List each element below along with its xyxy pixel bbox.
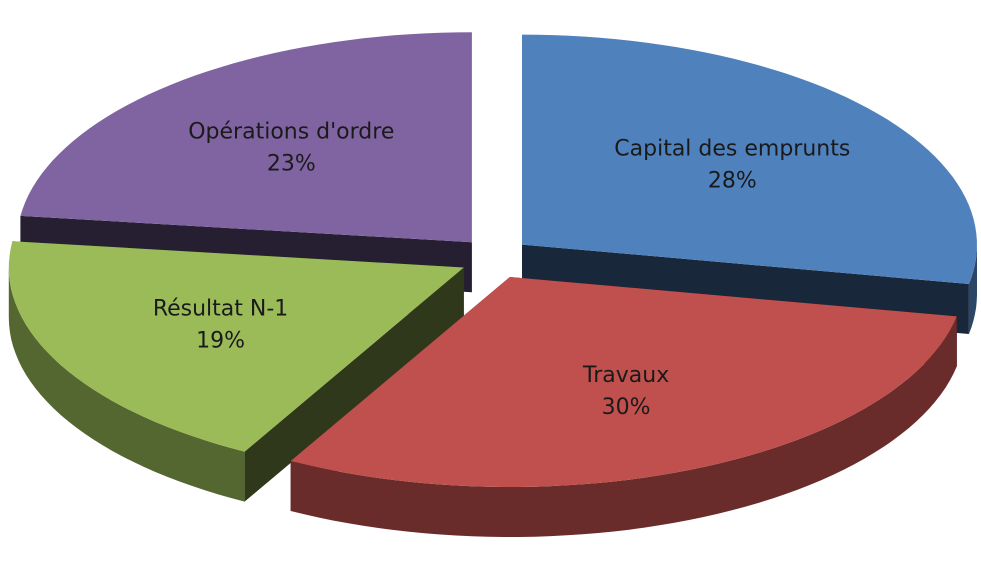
slice [8,241,464,452]
slice-edge [968,244,977,334]
slice-label: Opérations d'ordre [188,120,394,145]
slice-label: Travaux [582,363,669,388]
slice-side [244,267,464,502]
slice-value: 28% [708,168,757,193]
slice-edge [8,267,245,502]
pie [8,32,977,537]
slice-value: 23% [267,152,316,177]
labels: Capital des emprunts 28% Travaux 30% Résulta… [153,120,851,420]
slice-value: 30% [602,395,651,420]
slice-value: 19% [196,329,245,354]
slice-label: Capital des emprunts [614,136,850,161]
slice [290,277,957,487]
slice [20,32,472,243]
slice-edge [290,316,957,537]
slice-label: Résultat N-1 [153,297,288,322]
slice [522,34,977,284]
